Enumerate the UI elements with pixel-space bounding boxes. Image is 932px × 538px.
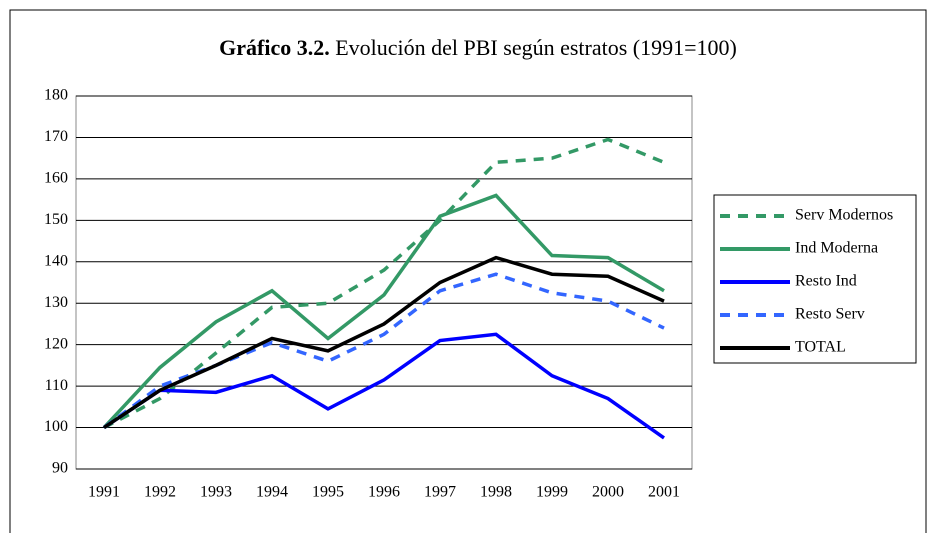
x-tick-label: 1996 bbox=[368, 484, 400, 501]
frame bbox=[9, 9, 927, 538]
y-tick-label: 160 bbox=[44, 170, 68, 187]
y-tick-label: 130 bbox=[44, 294, 68, 311]
y-tick-label: 180 bbox=[44, 87, 68, 104]
y-tick-label: 120 bbox=[44, 335, 68, 352]
legend-label: Serv Modernos bbox=[795, 207, 893, 224]
x-tick-label: 1991 bbox=[88, 484, 120, 501]
plot-area bbox=[75, 95, 693, 470]
y-tick-label: 110 bbox=[45, 377, 68, 394]
series-line bbox=[102, 272, 665, 429]
legend-label: TOTAL bbox=[795, 339, 846, 356]
series-line bbox=[103, 332, 666, 440]
legend bbox=[713, 194, 917, 364]
chart-title: Gráfico 3.2. Evolución del PBI según est… bbox=[219, 35, 737, 60]
x-tick-label: 1992 bbox=[144, 484, 176, 501]
title-label: Gráfico 3.2. bbox=[219, 35, 330, 60]
x-tick-label: 2000 bbox=[592, 484, 624, 501]
x-tick-label: 1993 bbox=[200, 484, 232, 501]
title-text: Evolución del PBI según estratos (1991=1… bbox=[335, 35, 737, 60]
x-tick-label: 1997 bbox=[424, 484, 456, 501]
series-line bbox=[103, 137, 665, 430]
series-line bbox=[102, 193, 665, 429]
y-tick-label: 100 bbox=[44, 418, 68, 435]
legend-label: Resto Serv bbox=[795, 306, 865, 323]
series-line bbox=[103, 255, 665, 430]
y-tick-label: 140 bbox=[44, 252, 68, 269]
y-tick-label: 150 bbox=[44, 211, 68, 228]
legend-label: Ind Moderna bbox=[795, 240, 878, 257]
y-tick-label: 90 bbox=[52, 460, 68, 477]
x-tick-label: 1994 bbox=[256, 484, 288, 501]
x-tick-label: 1998 bbox=[480, 484, 512, 501]
y-tick-label: 170 bbox=[44, 128, 68, 145]
x-tick-label: 2001 bbox=[648, 484, 680, 501]
legend-label: Resto Ind bbox=[795, 273, 857, 290]
x-tick-label: 1995 bbox=[312, 484, 344, 501]
x-tick-label: 1999 bbox=[536, 484, 568, 501]
